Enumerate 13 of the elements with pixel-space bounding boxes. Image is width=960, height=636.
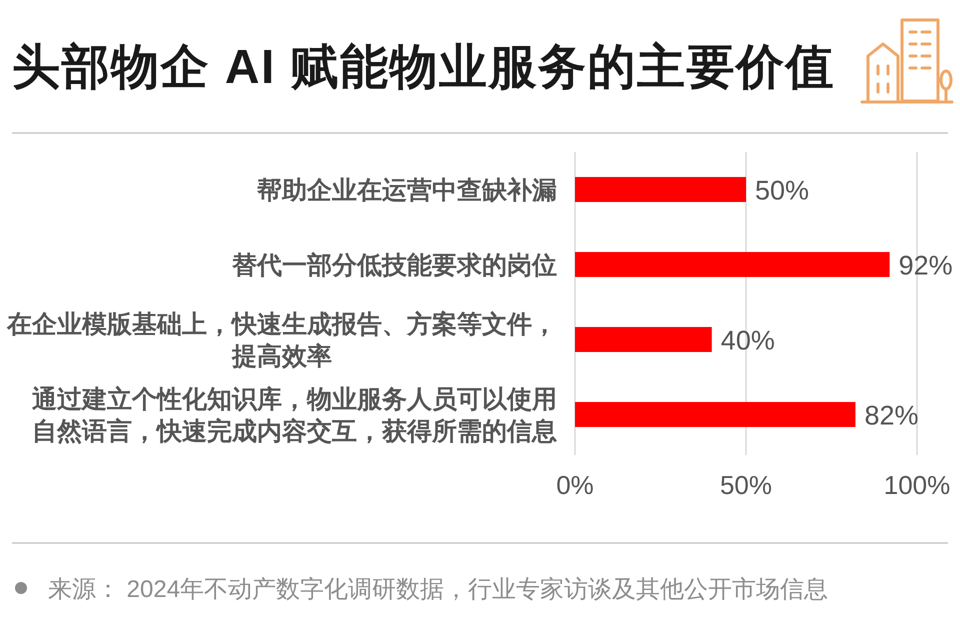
- category-label: 帮助企业在运营中查缺补漏: [257, 176, 557, 204]
- category-label: 通过建立个性化知识库，物业服务人员可以使用自然语言，快速完成内容交互，获得所需的信息: [32, 386, 557, 446]
- category-label: 在企业模版基础上，快速生成报告、方案等文件，提高效率: [7, 310, 557, 370]
- value-label: 40%: [720, 326, 775, 356]
- x-tick-label: 0%: [556, 470, 594, 500]
- x-tick-label: 50%: [720, 470, 772, 500]
- value-label: 82%: [864, 400, 918, 430]
- value-label: 50%: [755, 176, 810, 206]
- value-label: 92%: [898, 250, 953, 280]
- title: 头部物企 AI 赋能物业服务的主要价值: [12, 41, 836, 94]
- x-tick-label: 100%: [884, 470, 950, 500]
- category-label: 替代一部分低技能要求的岗位: [232, 252, 557, 280]
- annotation: 来源： 2024年不动产数字化调研数据，行业专家访谈及其他公开市场信息: [48, 576, 828, 603]
